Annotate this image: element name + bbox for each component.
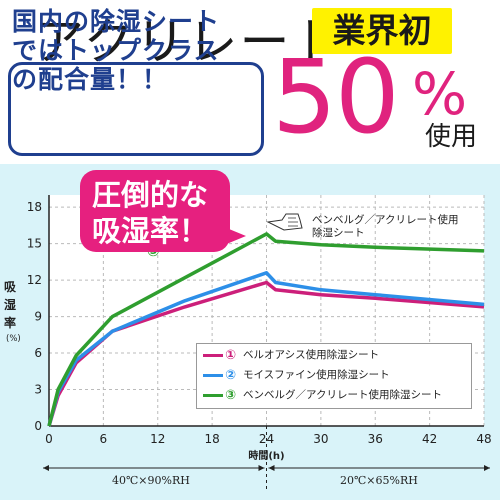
x-tick-label: 18 [204,432,219,446]
info-box-line: ではトップクラス [12,36,220,65]
pointing-hand-icon [266,213,303,231]
x-tick-label: 48 [476,432,491,446]
info-box [8,62,264,156]
y-axis-label: 吸 [4,280,17,294]
phase-arrowhead [484,465,490,471]
highlight-suffix: 使用 [425,122,478,152]
phase-arrowhead [258,465,265,471]
series-annotation: ベンベルグ／アクリレート使用 [312,214,459,226]
legend-swatch [203,393,223,397]
legend-swatch [203,373,223,377]
legend-number: ② [225,367,237,383]
legend-number: ① [225,347,237,363]
y-tick-label: 6 [34,346,42,360]
info-box-line: の配合量！！ [12,65,169,94]
legend-item: ① ベルオアシス使用除湿シート [203,347,379,365]
y-tick-label: 12 [27,273,42,287]
legend-item: ③ ベンベルグ／アクリレート使用除湿シート [203,387,442,405]
x-tick-label: 12 [150,432,165,446]
y-axis-label: 率 [4,316,17,330]
legend-label: モイスファイン使用除湿シート [243,369,390,381]
x-tick-label: 30 [313,432,328,446]
legend-label: ベルオアシス使用除湿シート [243,349,380,361]
y-axis-label: 湿 [4,298,17,312]
phase-label: 20℃×65%RH [340,474,418,487]
y-axis-unit: (%) [6,334,21,344]
y-tick-label: 9 [34,310,42,324]
legend-swatch [203,353,223,357]
series-line-3 [47,232,485,427]
callout-tail [212,222,246,250]
y-tick-label: 3 [34,383,42,397]
legend-label: ベンベルグ／アクリレート使用除湿シート [243,389,442,401]
legend-number: ③ [225,387,237,403]
legend: ① ベルオアシス使用除湿シート ② モイスファイン使用除湿シート ③ ベンベルグ／アク… [196,343,472,409]
phase-arrowhead [268,465,275,471]
industry-first-badge: 業界初 [312,8,452,54]
info-box-line: 国内の除湿シート [12,7,221,36]
x-tick-label: 42 [422,432,437,446]
y-tick-label: 18 [27,200,42,214]
callout-bubble [80,170,230,252]
legend-item: ② モイスファイン使用除湿シート [203,367,390,385]
callout-text: 圧倒的な [92,178,209,212]
x-tick-label: 0 [45,432,53,446]
x-tick-label: 36 [368,432,383,446]
highlight-number: 50 [272,38,400,157]
series-annotation: 除湿シート [312,227,365,239]
callout-text: 吸湿率！ [92,214,209,248]
x-tick-label: 6 [100,432,108,446]
phase-label: 40℃×90%RH [112,474,190,487]
phase-arrowhead [43,465,49,471]
y-tick-label: 15 [27,237,42,251]
x-axis-label: 時間(h) [248,449,284,462]
y-tick-label: 0 [34,419,42,433]
page-title: アクリレート [34,13,344,71]
highlight-percent: % [412,60,468,128]
